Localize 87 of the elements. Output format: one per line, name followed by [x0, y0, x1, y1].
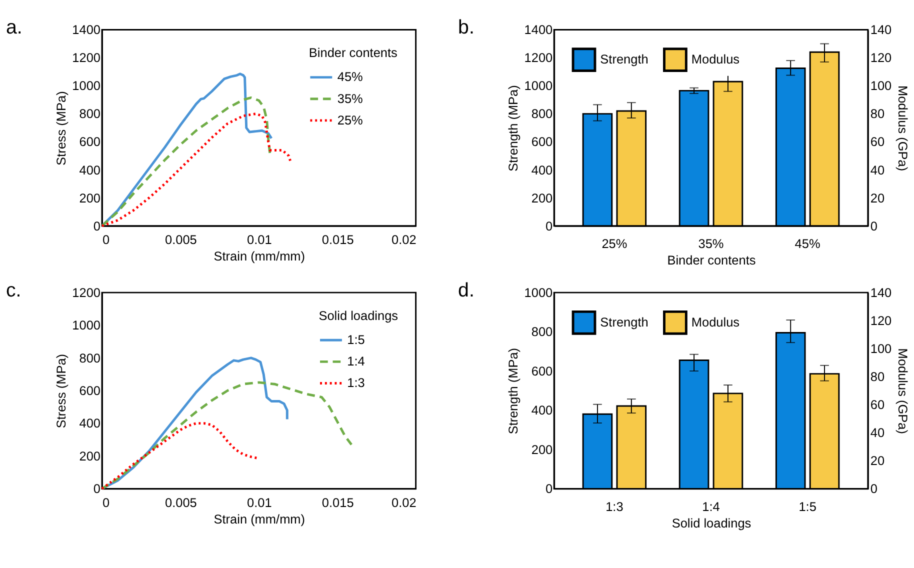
- y-tick-label: 1000: [524, 78, 553, 94]
- x-tick-label: 35%: [698, 236, 724, 251]
- y2-tick-label: 140: [870, 22, 892, 38]
- y-tick-label: 800: [79, 106, 101, 122]
- y-tick-label: 0: [546, 218, 553, 234]
- y-tick-label: 800: [531, 106, 553, 122]
- y2-tick-label: 140: [870, 284, 892, 300]
- y2-tick-label: 0: [870, 218, 878, 234]
- y2-tick-label: 20: [870, 190, 885, 206]
- x-axis-title: Binder contents: [667, 252, 756, 268]
- y-tick-label: 400: [79, 162, 101, 178]
- y2-tick-label: 120: [870, 313, 892, 328]
- y-tick-label: 1000: [72, 78, 101, 94]
- y2-tick-label: 80: [870, 369, 885, 384]
- y-tick-label: 1000: [72, 318, 101, 333]
- y-tick-label: 1200: [524, 50, 553, 66]
- chart-title: c.: [6, 279, 22, 302]
- y-tick-label: 1400: [524, 22, 553, 38]
- y2-tick-label: 40: [870, 162, 885, 178]
- x-tick-label: 0.005: [165, 494, 197, 510]
- x-axis-title: Strain (mm/mm): [214, 512, 306, 527]
- x-tick-label: 0.02: [392, 232, 416, 248]
- y-tick-label: 200: [79, 190, 101, 206]
- y2-tick-label: 100: [870, 341, 892, 356]
- y-tick-label: 1200: [72, 50, 101, 66]
- y-tick-label: 1200: [72, 284, 101, 300]
- legend-label: 1:4: [347, 354, 365, 369]
- y-axis-title: Strength (MPa): [505, 85, 520, 172]
- x-tick-label: 0.01: [246, 494, 272, 510]
- y-tick-label: 1400: [72, 22, 101, 38]
- y-tick-label: 400: [531, 162, 553, 178]
- y2-tick-label: 80: [870, 106, 885, 122]
- chart-title: d.: [458, 279, 474, 302]
- y-tick-label: 400: [531, 402, 553, 418]
- y-tick-label: 200: [79, 448, 101, 464]
- y2-tick-label: 60: [870, 397, 885, 412]
- legend-label: Modulus: [691, 52, 740, 67]
- y-tick-label: 0: [93, 481, 101, 496]
- x-tick-label: 0.015: [322, 494, 354, 510]
- line-series: [100, 112, 292, 228]
- x-tick-label: 0.015: [322, 232, 354, 248]
- chart-title: a.: [6, 16, 22, 39]
- y2-tick-label: 120: [870, 50, 892, 66]
- x-tick-label: 0.01: [246, 232, 272, 248]
- y-tick-label: 600: [531, 363, 553, 378]
- y-tick-label: 0: [93, 218, 101, 234]
- legend-label: 35%: [337, 90, 363, 106]
- y2-tick-label: 0: [870, 481, 878, 496]
- y-tick-label: 1000: [524, 284, 553, 300]
- y2-axis-title: Modulus (GPa): [895, 85, 910, 172]
- y2-tick-label: 60: [870, 134, 885, 150]
- legend-label: Strength: [600, 52, 648, 67]
- legend-title: Binder contents: [308, 45, 398, 60]
- y2-axis-title: Modulus (GPa): [895, 348, 910, 434]
- x-tick-label: 1:3: [606, 498, 624, 514]
- x-tick-label: 45%: [794, 236, 820, 251]
- legend-label: 25%: [337, 112, 363, 128]
- x-tick-label: 0.02: [392, 494, 416, 510]
- legend-label: Strength: [600, 314, 648, 330]
- x-tick-label: 25%: [602, 236, 628, 251]
- y-tick-label: 0: [546, 481, 553, 496]
- y-tick-label: 800: [79, 350, 101, 366]
- y-axis-title: Stress (MPa): [53, 91, 68, 166]
- y-tick-label: 600: [79, 383, 101, 398]
- x-axis-title: Strain (mm/mm): [214, 248, 306, 264]
- y2-tick-label: 100: [870, 78, 892, 94]
- y-tick-label: 200: [531, 190, 553, 206]
- y-tick-label: 600: [531, 134, 553, 150]
- chart-title: b.: [458, 16, 474, 39]
- line-series: [100, 96, 272, 228]
- x-axis-title: Solid loadings: [672, 515, 752, 530]
- y-tick-label: 200: [531, 442, 553, 457]
- y2-tick-label: 20: [870, 453, 885, 468]
- legend-title: Solid loadings: [318, 308, 398, 324]
- y-tick-label: 600: [79, 134, 101, 150]
- y-tick-label: 400: [79, 416, 101, 431]
- legend-label: Modulus: [691, 314, 740, 330]
- y2-tick-label: 40: [870, 425, 885, 440]
- legend-label: 1:3: [347, 375, 365, 390]
- y-axis-title: Stress (MPa): [53, 354, 68, 428]
- legend-label: 45%: [337, 69, 363, 84]
- x-tick-label: 1:4: [702, 498, 720, 514]
- y-tick-label: 800: [531, 324, 553, 340]
- x-tick-label: 0.005: [165, 232, 197, 248]
- y-axis-title: Strength (MPa): [505, 348, 520, 434]
- x-tick-label: 1:5: [798, 498, 816, 514]
- legend-label: 1:5: [347, 332, 365, 348]
